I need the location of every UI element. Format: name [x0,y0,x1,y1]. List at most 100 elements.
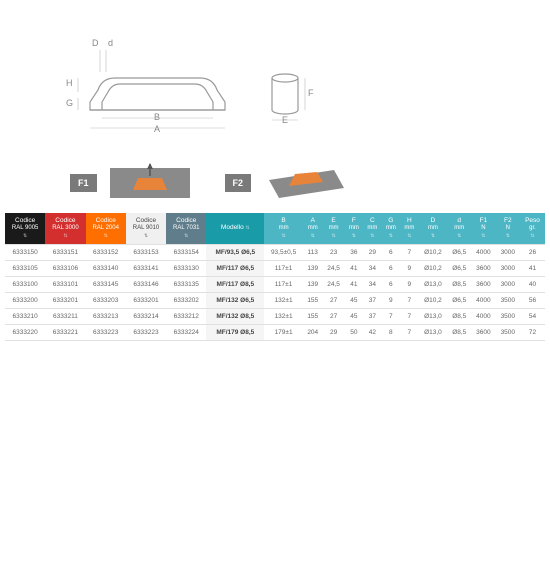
cell: 4000 [471,292,495,308]
cell: Ø6,5 [447,292,471,308]
dim-D: D [92,38,99,48]
cell: 6333210 [5,308,45,324]
col-header-0[interactable]: CodiceRAL 9005 ⇅ [5,213,45,244]
cell: 54 [520,308,545,324]
cell: Ø13,0 [419,324,448,340]
cell: 6333152 [86,244,126,260]
cell: 6333201 [45,292,85,308]
cell: 6333141 [126,260,166,276]
cell: 4000 [471,244,495,260]
col-header-12[interactable]: Hmm ⇅ [400,213,419,244]
cell: 3500 [496,324,520,340]
col-header-4[interactable]: CodiceRAL 7031 ⇅ [166,213,206,244]
cell: 6333201 [126,292,166,308]
cell: 6333146 [126,276,166,292]
cell: 6333221 [45,324,85,340]
cell: 7 [400,308,419,324]
cell: 45 [345,292,364,308]
col-header-2[interactable]: CodiceRAL 2004 ⇅ [86,213,126,244]
cell: 3000 [496,260,520,276]
col-header-10[interactable]: Cmm ⇅ [363,213,382,244]
cell: 3600 [471,324,495,340]
cell: 41 [520,260,545,276]
cell: 41 [345,276,364,292]
cell: 37 [363,292,382,308]
technical-diagram: D d H G B A F E [40,20,380,150]
col-header-3[interactable]: CodiceRAL 9010 ⇅ [126,213,166,244]
cell: 93,5±0,5 [264,244,303,260]
cell: 6333140 [86,260,126,276]
cell: 9 [400,260,419,276]
col-header-7[interactable]: Amm ⇅ [303,213,323,244]
cell: 3000 [496,244,520,260]
col-header-8[interactable]: Emm ⇅ [323,213,345,244]
cell: Ø6,5 [447,244,471,260]
cell: 6333212 [166,308,206,324]
cell: 34 [363,260,382,276]
cell: 6333214 [126,308,166,324]
cell: 40 [520,276,545,292]
cell: 6 [382,276,401,292]
cell: 8 [382,324,401,340]
dim-H: H [66,78,73,88]
cell: 3000 [496,276,520,292]
cell: 7 [382,308,401,324]
cell: 26 [520,244,545,260]
force-f2-svg [259,160,349,205]
cell: MF/117 Ø6,5 [206,260,264,276]
cell: Ø8,5 [447,324,471,340]
cell: 29 [363,244,382,260]
col-header-1[interactable]: CodiceRAL 3000 ⇅ [45,213,85,244]
col-header-13[interactable]: Dmm ⇅ [419,213,448,244]
table-row: 63331056333106633314063331416333130MF/11… [5,260,545,276]
cell: 41 [345,260,364,276]
cell: 9 [400,276,419,292]
cell: 6333200 [5,292,45,308]
cell: MF/93,5 Ø6,5 [206,244,264,260]
cell: 6333101 [45,276,85,292]
cell: MF/132 Ø8,5 [206,308,264,324]
cell: 6333223 [126,324,166,340]
cell: 113 [303,244,323,260]
col-header-17[interactable]: Pesogr. ⇅ [520,213,545,244]
cell: 34 [363,276,382,292]
cell: 7 [400,244,419,260]
cell: 7 [400,324,419,340]
cell: Ø10,2 [419,260,448,276]
cell: 37 [363,308,382,324]
cell: 6333153 [126,244,166,260]
table-row: 63331006333101633314563331466333135MF/11… [5,276,545,292]
cell: 179±1 [264,324,303,340]
force-label-f2: F2 [225,174,252,192]
cell: 6333106 [45,260,85,276]
cell: 6333211 [45,308,85,324]
cell: Ø13,0 [419,276,448,292]
cell: 155 [303,292,323,308]
col-header-5[interactable]: Modello ⇅ [206,213,264,244]
cell: 6333150 [5,244,45,260]
cell: 42 [363,324,382,340]
cell: 6 [382,244,401,260]
cell: 6333135 [166,276,206,292]
col-header-16[interactable]: F2N ⇅ [496,213,520,244]
cell: 204 [303,324,323,340]
cell: 6333202 [166,292,206,308]
col-header-6[interactable]: Bmm ⇅ [264,213,303,244]
cell: 4000 [471,308,495,324]
table-row: 63332106333211633321363332146333212MF/13… [5,308,545,324]
cell: 23 [323,244,345,260]
cell: 56 [520,292,545,308]
cell: 3500 [496,308,520,324]
force-label-f1: F1 [70,174,97,192]
cell: Ø6,5 [447,260,471,276]
cell: Ø13,0 [419,308,448,324]
col-header-9[interactable]: Fmm ⇅ [345,213,364,244]
col-header-11[interactable]: Gmm ⇅ [382,213,401,244]
col-header-14[interactable]: dmm ⇅ [447,213,471,244]
cell: 36 [345,244,364,260]
cell: 132±1 [264,292,303,308]
cell: 6333151 [45,244,85,260]
col-header-15[interactable]: F1N ⇅ [471,213,495,244]
cell: 6333213 [86,308,126,324]
cell: 45 [345,308,364,324]
